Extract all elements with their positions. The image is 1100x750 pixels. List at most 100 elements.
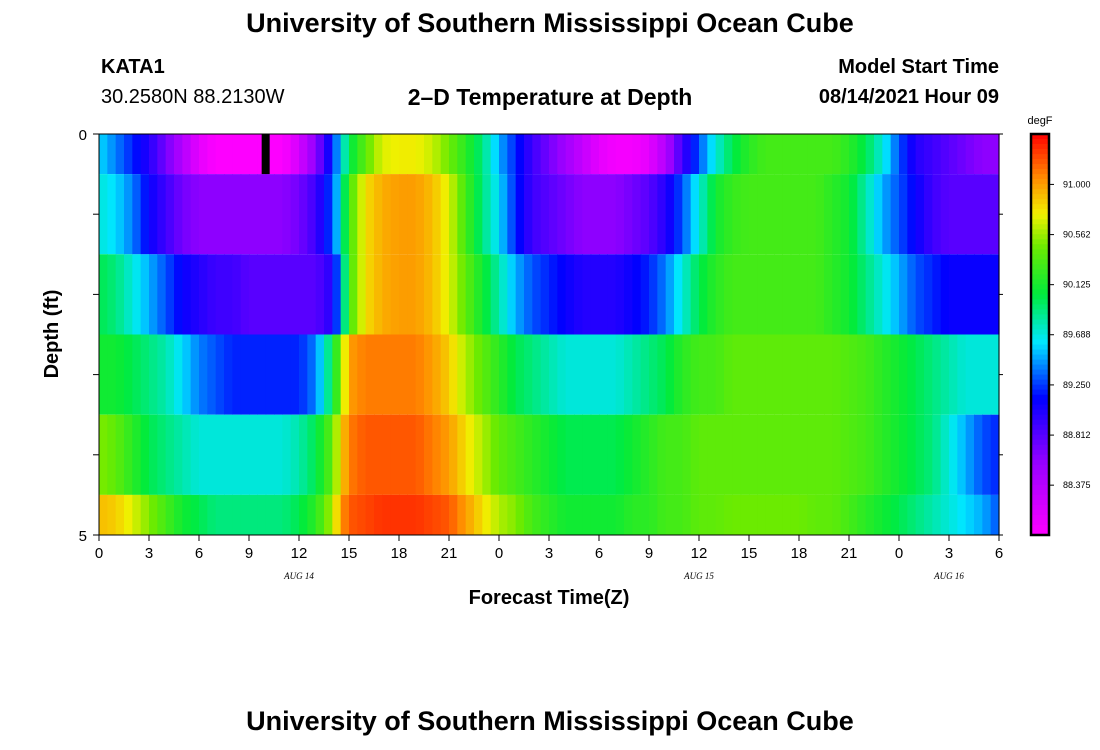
heatmap-cell: [324, 134, 333, 175]
heatmap-cell: [707, 414, 717, 495]
heatmap-cell: [449, 334, 458, 415]
heatmap-cell: [307, 414, 317, 495]
heatmap-cell: [965, 174, 975, 255]
heatmap-cell: [924, 174, 933, 255]
colorbar-swatch: [1031, 429, 1049, 436]
colorbar-tick-label: 89.250: [1063, 380, 1091, 390]
heatmap-cell: [515, 254, 525, 335]
heatmap-cell: [565, 414, 575, 495]
heatmap-cell: [174, 254, 183, 335]
heatmap-cell: [682, 134, 692, 175]
heatmap-cell: [374, 494, 383, 535]
heatmap-cell: [807, 414, 817, 495]
heatmap-cell: [732, 414, 742, 495]
heatmap-cell: [882, 254, 892, 335]
heatmap-cell: [557, 494, 567, 535]
heatmap-cell: [749, 494, 758, 535]
heatmap-cell: [315, 254, 325, 335]
heatmap-cell: [482, 334, 492, 415]
heatmap-cell: [690, 254, 700, 335]
heatmap-cell: [149, 134, 158, 175]
heatmap-cell: [624, 134, 633, 175]
heatmap-cell: [265, 334, 275, 415]
heatmap-cell: [265, 134, 275, 175]
x-tick-label: 6: [195, 545, 203, 562]
heatmap-cell: [749, 254, 758, 335]
heatmap-cell: [390, 494, 400, 535]
heatmap-cell: [290, 334, 300, 415]
colorbar-swatch: [1031, 339, 1049, 346]
colorbar-swatch: [1031, 304, 1049, 311]
heatmap-cell: [307, 134, 317, 175]
heatmap-cell: [799, 494, 808, 535]
colorbar-swatch: [1031, 379, 1049, 386]
heatmap-cell: [315, 494, 325, 535]
colorbar-swatch: [1031, 519, 1049, 526]
heatmap-cell: [365, 494, 375, 535]
heatmap-cell: [332, 414, 342, 495]
heatmap-cell: [732, 334, 742, 415]
colorbar-swatch: [1031, 444, 1049, 451]
x-tick-label: 0: [895, 545, 903, 562]
heatmap-cell: [257, 174, 267, 255]
heatmap-cell: [107, 174, 117, 255]
date-label: AUG 16: [933, 571, 964, 581]
heatmap-cell: [299, 174, 308, 255]
colorbar-swatch: [1031, 309, 1049, 316]
heatmap-cell: [399, 494, 408, 535]
heatmap-cell: [174, 174, 183, 255]
x-tick-label: 12: [291, 545, 308, 562]
heatmap-cell: [865, 334, 875, 415]
heatmap-cell: [349, 334, 358, 415]
heatmap-cell: [765, 494, 775, 535]
heatmap-cell: [365, 414, 375, 495]
heatmap-cell: [624, 414, 633, 495]
heatmap-cell: [382, 134, 392, 175]
heatmap-cell: [974, 174, 983, 255]
heatmap-cell: [207, 254, 217, 335]
heatmap-cell: [249, 174, 258, 255]
heatmap-cell: [699, 414, 708, 495]
heatmap-cell: [899, 334, 908, 415]
heatmap-cell: [174, 494, 183, 535]
heatmap-cell: [232, 134, 242, 175]
x-axis: 0 3 6 9 12 15 18 21 0 3 6 9 12 15 18 21 0 3 6 AUG 14 AUG 15 A…: [95, 535, 1003, 581]
heatmap-cell: [257, 334, 267, 415]
heatmap-cell: [624, 334, 633, 415]
heatmap-cell: [824, 254, 833, 335]
heatmap-cell: [740, 134, 750, 175]
heatmap-cell: [157, 334, 167, 415]
heatmap-cell: [174, 414, 183, 495]
y-axis-label: Depth (ft): [41, 290, 63, 379]
heatmap-cell: [490, 174, 500, 255]
colorbar-tick-label: 88.812: [1063, 430, 1091, 440]
heatmap-cell: [424, 494, 433, 535]
heatmap-cell: [507, 414, 517, 495]
colorbar-swatch: [1031, 434, 1049, 441]
heatmap-cell: [690, 494, 700, 535]
heatmap-cell: [665, 414, 675, 495]
heatmap-cell: [699, 254, 708, 335]
heatmap-cell: [540, 334, 550, 415]
heatmap-cell: [599, 254, 608, 335]
page-title: University of Southern Mississippi Ocean…: [246, 8, 854, 38]
heatmap-cell: [857, 494, 867, 535]
heatmap-cell: [232, 334, 242, 415]
heatmap-cell: [424, 254, 433, 335]
colorbar-swatch: [1031, 194, 1049, 200]
heatmap-cell: [799, 334, 808, 415]
heatmap-cell: [649, 134, 658, 175]
heatmap-cell: [607, 134, 617, 175]
heatmap-cell: [915, 174, 925, 255]
heatmap-cell: [415, 174, 425, 255]
heatmap-cell: [865, 494, 875, 535]
colorbar-swatch: [1031, 234, 1049, 240]
heatmap-cell: [449, 414, 458, 495]
heatmap-cell: [132, 134, 142, 175]
colorbar-swatch: [1031, 474, 1049, 481]
heatmap-cell: [465, 174, 475, 255]
heatmap-cell: [524, 254, 533, 335]
heatmap-cell: [940, 494, 950, 535]
heatmap-cell: [365, 134, 375, 175]
heatmap-cell: [632, 414, 642, 495]
